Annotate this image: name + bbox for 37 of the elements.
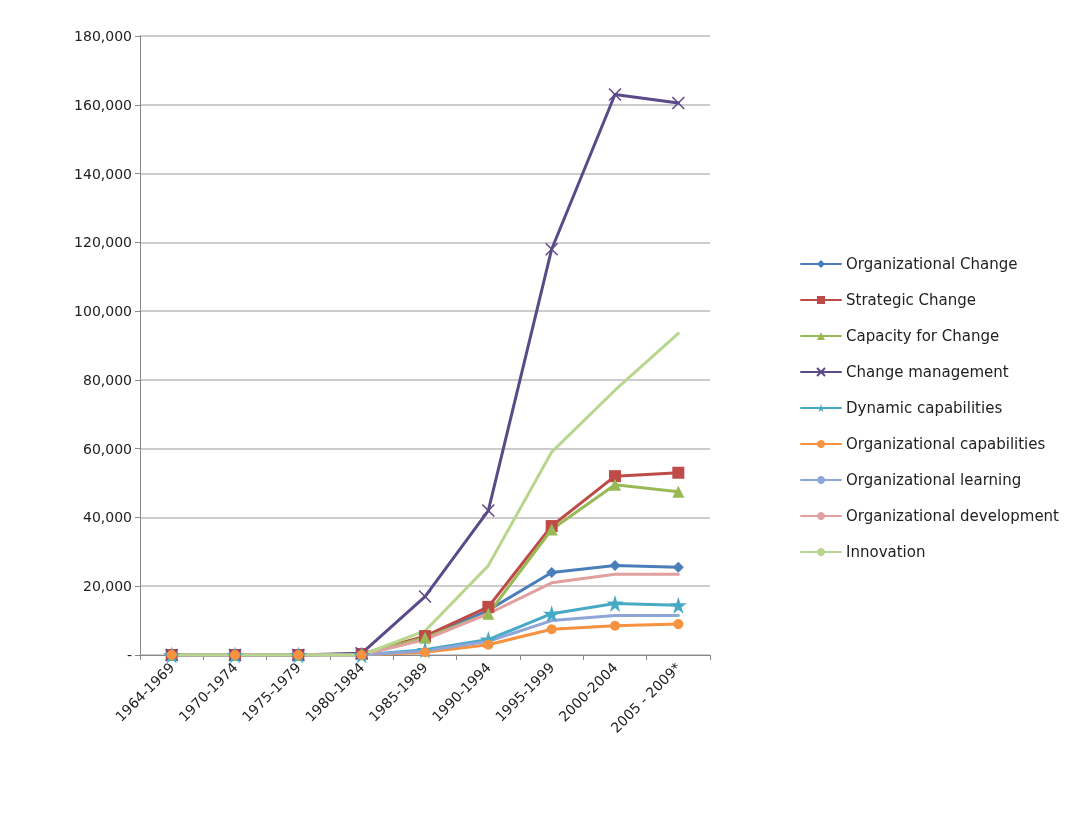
y-tick-label: 140,000 bbox=[74, 165, 132, 182]
legend-label: Organizational learning bbox=[846, 471, 1022, 489]
point bbox=[672, 561, 684, 573]
y-tick-label: 100,000 bbox=[74, 303, 132, 320]
legend-label: Innovation bbox=[846, 543, 926, 561]
y-tick-label: 180,000 bbox=[74, 28, 132, 44]
point bbox=[546, 566, 558, 578]
y-tick-label: 20,000 bbox=[83, 578, 132, 595]
legend-label: Organizational capabilities bbox=[846, 435, 1046, 453]
point bbox=[609, 470, 621, 483]
point bbox=[418, 589, 432, 604]
y-tick-label: 160,000 bbox=[74, 96, 132, 113]
point bbox=[669, 596, 687, 614]
y-tick-label: 40,000 bbox=[83, 509, 132, 526]
point bbox=[671, 96, 686, 110]
legend-label: Organizational development bbox=[846, 507, 1060, 525]
point bbox=[672, 466, 685, 479]
point bbox=[672, 485, 685, 498]
y-tick-label: - bbox=[126, 647, 132, 663]
point bbox=[609, 478, 621, 491]
point bbox=[609, 560, 621, 572]
point bbox=[482, 607, 495, 620]
y-tick-label: 120,000 bbox=[74, 234, 132, 251]
y-tick-label: 80,000 bbox=[83, 371, 132, 388]
point bbox=[544, 242, 559, 256]
legend-label: Dynamic capabilities bbox=[846, 399, 1003, 417]
point bbox=[481, 503, 496, 518]
point bbox=[546, 624, 557, 635]
point bbox=[610, 620, 620, 631]
legend-label: Change management bbox=[846, 363, 1009, 381]
point bbox=[606, 594, 624, 612]
point bbox=[608, 87, 622, 102]
y-tick-label: 60,000 bbox=[83, 440, 132, 457]
legend-label: Organizational Change bbox=[846, 255, 1018, 273]
point bbox=[673, 619, 684, 630]
legend-label: Strategic Change bbox=[846, 291, 977, 309]
legend-label: Capacity for Change bbox=[846, 327, 1000, 345]
